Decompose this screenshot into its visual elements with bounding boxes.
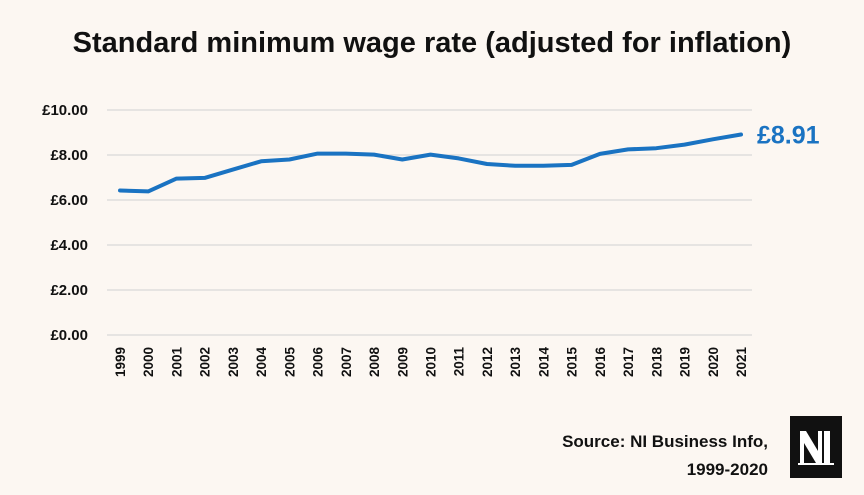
series-line [118,132,743,194]
x-tick-label: 2007 [339,347,354,377]
x-tick-label: 2015 [565,347,580,378]
x-tick-label: 2019 [678,347,693,377]
x-tick-label: 2011 [452,347,467,377]
y-tick-label: £4.00 [50,237,88,254]
x-tick-label: 2017 [621,347,636,377]
x-tick-label: 2004 [254,347,269,378]
source-line-2: 1999-2020 [686,460,768,479]
x-tick-label: 2009 [395,347,410,377]
x-tick-label: 2005 [282,347,297,378]
gridlines [107,109,752,336]
x-tick-label: 2010 [424,347,439,377]
x-tick-label: 2001 [169,347,184,378]
x-tick-label: 2014 [536,347,551,378]
x-tick-label: 2016 [593,347,608,378]
chart-title: Standard minimum wage rate (adjusted for… [72,27,792,59]
x-tick-label: 2002 [198,347,213,377]
brand-logo [790,416,842,478]
x-tick-label: 2003 [226,347,241,378]
y-tick-label: £2.00 [50,282,88,299]
x-tick-label: 2008 [367,347,382,378]
x-tick-label: 2021 [734,347,749,378]
y-axis-ticks: £0.00 £2.00 £4.00 £6.00 £8.00 £10.00 [42,102,88,344]
x-tick-label: 2006 [311,347,326,378]
y-tick-label: £10.00 [42,102,88,119]
source-line-1: Source: NI Business Info, [562,432,768,451]
x-tick-label: 2000 [141,347,156,377]
ni-logo-icon [798,431,834,465]
x-tick-label: 2013 [508,347,523,378]
x-axis-ticks: 1999 2000 2001 2002 2003 2004 2005 2006 2007 2008… [113,347,749,378]
end-value-label: £8.91 [757,122,820,150]
series-layer [118,132,743,194]
x-tick-label: 2020 [706,347,721,377]
x-tick-label: 2018 [649,347,664,378]
y-tick-label: £0.00 [50,327,88,344]
y-tick-label: £6.00 [50,192,88,209]
source-note: Source: NI Business Info, 1999-2020 [562,428,768,484]
x-tick-label: 2012 [480,347,495,377]
annotations: £8.91 [757,122,820,150]
x-tick-label: 1999 [113,347,128,377]
y-tick-label: £8.00 [50,147,88,164]
